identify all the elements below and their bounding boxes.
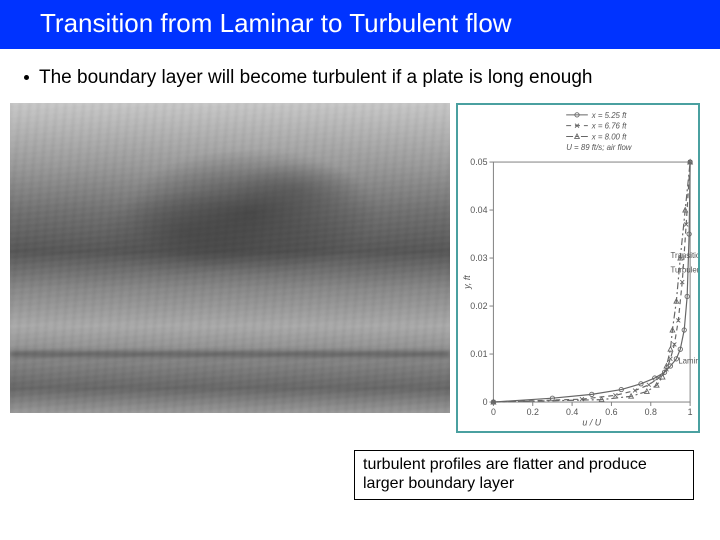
svg-text:0.4: 0.4 — [566, 407, 578, 417]
svg-text:0.04: 0.04 — [470, 205, 487, 215]
bullet-item: The boundary layer will become turbulent… — [24, 67, 720, 89]
bullet-dot-icon — [24, 75, 29, 80]
turbulence-photo — [10, 103, 450, 413]
svg-text:U = 89 ft/s; air flow: U = 89 ft/s; air flow — [566, 143, 633, 152]
chart-svg: 0 0.2 0.4 0.6 0.8 1 0 0.01 0.02 0.03 0.04 0.05 u / U… — [458, 105, 698, 430]
svg-text:x = 8.00 ft: x = 8.00 ft — [591, 132, 628, 141]
svg-text:0.02: 0.02 — [470, 301, 487, 311]
svg-text:Turbulent: Turbulent — [670, 265, 698, 274]
svg-text:0.01: 0.01 — [470, 349, 487, 359]
svg-text:Transitional: Transitional — [670, 251, 698, 260]
slide-title: Transition from Laminar to Turbulent flo… — [40, 8, 512, 38]
svg-text:0.8: 0.8 — [645, 407, 657, 417]
caption-line-1: turbulent profiles are flatter and produ… — [363, 455, 685, 474]
svg-text:x = 6.76 ft: x = 6.76 ft — [591, 122, 628, 131]
svg-text:0.03: 0.03 — [470, 253, 487, 263]
figure-row: 0 0.2 0.4 0.6 0.8 1 0 0.01 0.02 0.03 0.04 0.05 u / U… — [10, 103, 720, 433]
svg-text:0: 0 — [483, 397, 488, 407]
svg-text:y, ft: y, ft — [462, 275, 472, 290]
svg-text:u / U: u / U — [582, 418, 601, 428]
caption-line-2: larger boundary layer — [363, 474, 685, 493]
svg-text:Laminar: Laminar — [678, 357, 698, 366]
svg-text:x = 5.25 ft: x = 5.25 ft — [591, 111, 628, 120]
svg-text:1: 1 — [688, 407, 693, 417]
slide-title-bar: Transition from Laminar to Turbulent flo… — [0, 0, 720, 49]
svg-text:0.6: 0.6 — [605, 407, 617, 417]
bullet-text: The boundary layer will become turbulent… — [39, 67, 592, 89]
velocity-profile-chart: 0 0.2 0.4 0.6 0.8 1 0 0.01 0.02 0.03 0.04 0.05 u / U… — [456, 103, 700, 433]
svg-text:0.05: 0.05 — [470, 157, 487, 167]
caption-box: turbulent profiles are flatter and produ… — [354, 450, 694, 500]
svg-text:0.2: 0.2 — [527, 407, 539, 417]
svg-text:0: 0 — [491, 407, 496, 417]
